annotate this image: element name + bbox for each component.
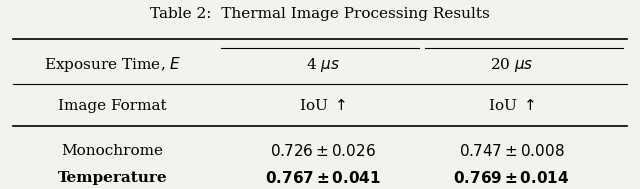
Text: IoU $\uparrow$: IoU $\uparrow$	[488, 98, 535, 113]
Text: $0.726 \pm 0.026$: $0.726 \pm 0.026$	[270, 143, 376, 159]
Text: Monochrome: Monochrome	[61, 144, 163, 158]
Text: IoU $\uparrow$: IoU $\uparrow$	[300, 98, 347, 113]
Text: $\mathbf{0.769 \pm 0.014}$: $\mathbf{0.769 \pm 0.014}$	[453, 170, 570, 187]
Text: 4 $\mu s$: 4 $\mu s$	[307, 56, 340, 74]
Text: Table 2:  Thermal Image Processing Results: Table 2: Thermal Image Processing Result…	[150, 7, 490, 21]
Text: $\mathbf{0.767 \pm 0.041}$: $\mathbf{0.767 \pm 0.041}$	[265, 170, 381, 187]
Text: Temperature: Temperature	[58, 171, 167, 185]
Text: 20 $\mu s$: 20 $\mu s$	[490, 56, 533, 74]
Text: $0.747 \pm 0.008$: $0.747 \pm 0.008$	[459, 143, 564, 159]
Text: Exposure Time, $\mathit{E}$: Exposure Time, $\mathit{E}$	[44, 55, 181, 74]
Text: Image Format: Image Format	[58, 99, 167, 113]
